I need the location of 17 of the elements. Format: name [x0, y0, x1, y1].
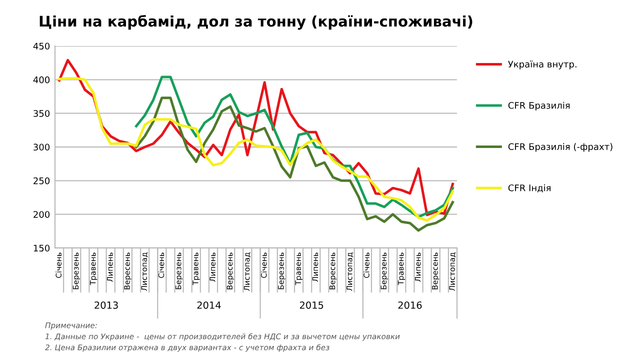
text: 2016 [398, 301, 422, 309]
legend-label: CFR Індія [508, 184, 550, 192]
y-tick-label: 350 [34, 110, 50, 117]
y-tick-label: 300 [34, 144, 50, 151]
y-tick-label: 450 [33, 42, 50, 50]
text: 2015 [300, 301, 324, 309]
y-tick-label: 200 [34, 211, 50, 218]
legend-label: CFR Бразилія [508, 102, 570, 111]
y-tick-label: 400 [33, 76, 50, 84]
y-tick-label: 250 [34, 177, 50, 184]
y-tick-label: 150 [34, 244, 50, 252]
legend-label: CFR Бразилія (-фрахт) [508, 143, 612, 152]
chart-title: Ціни на карбамід, дол за тонну (країни-споживачі) [40, 15, 472, 30]
text: 2014 [197, 301, 221, 309]
text: 2013 [94, 301, 118, 309]
legend-label: Україна внутр. [508, 60, 576, 70]
line-series [135, 96, 454, 232]
